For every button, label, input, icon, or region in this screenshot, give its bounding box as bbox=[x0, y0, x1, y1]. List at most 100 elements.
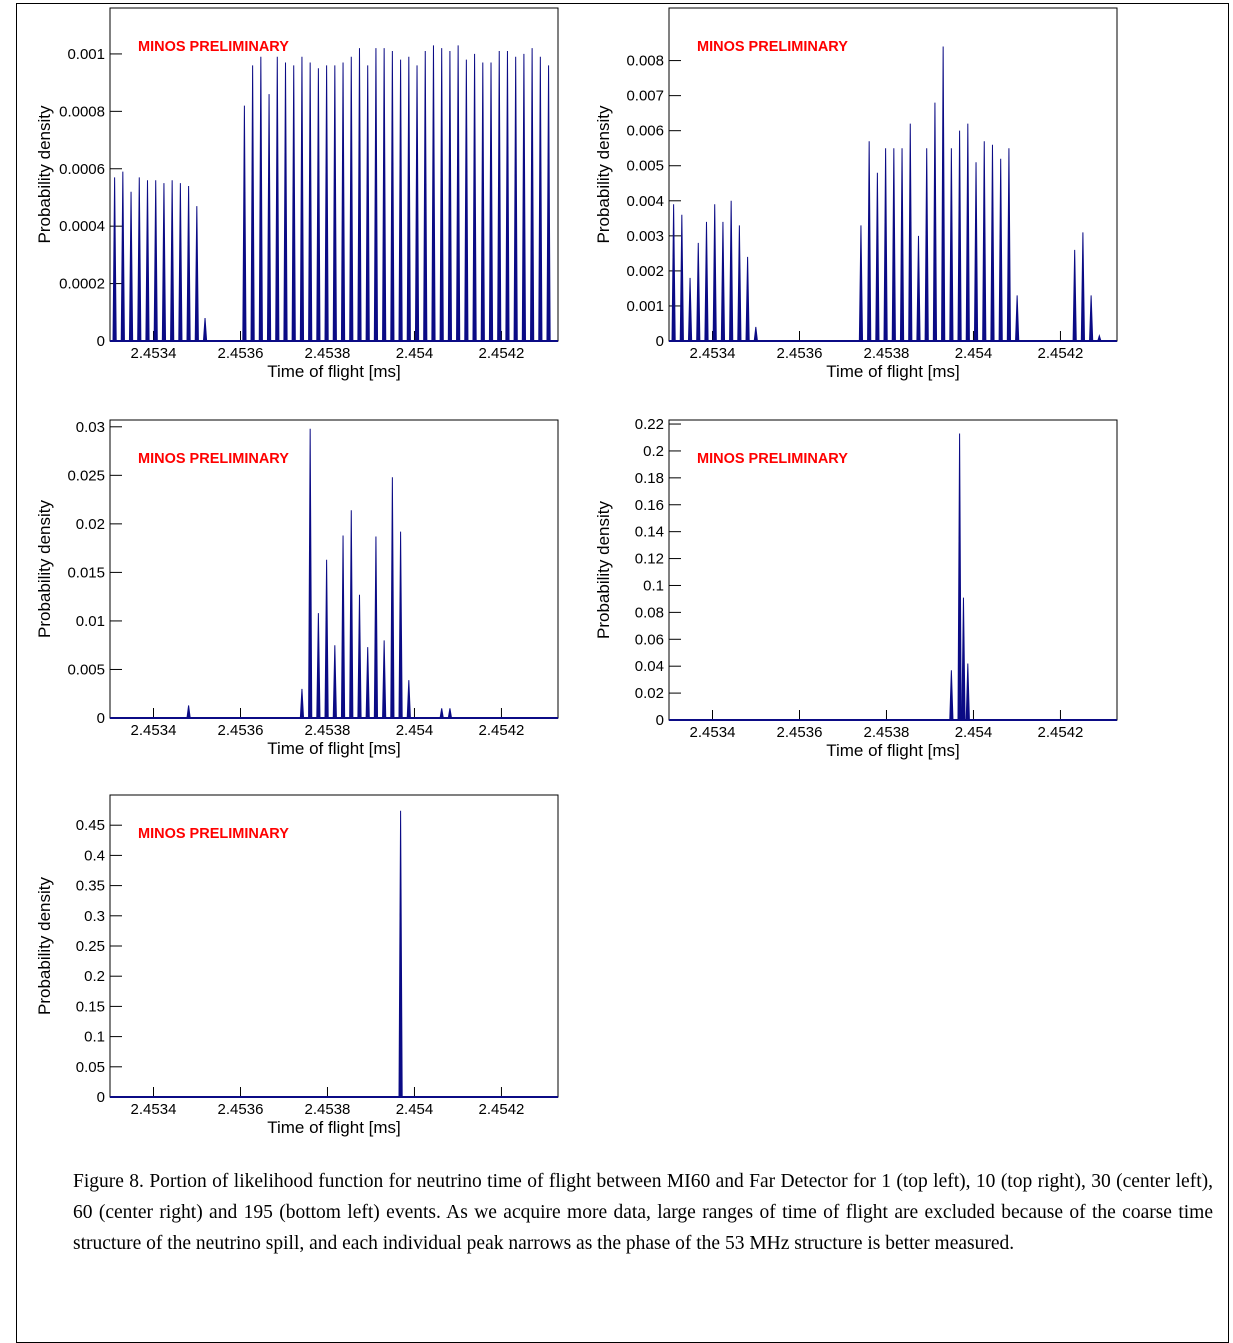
y-axis-title: Probability density bbox=[35, 105, 54, 243]
y-tick-label: 0.1 bbox=[643, 577, 664, 594]
peak bbox=[1072, 249, 1077, 342]
annotation: MINOS PRELIMINARY bbox=[138, 826, 289, 842]
y-tick-label: 0.02 bbox=[76, 516, 105, 533]
peak bbox=[365, 65, 370, 342]
y-axis-title: Probability density bbox=[594, 105, 613, 243]
peak bbox=[316, 68, 321, 342]
peak bbox=[357, 48, 362, 342]
peak bbox=[161, 183, 167, 342]
x-axis-title: Time of flight [ms] bbox=[826, 741, 960, 760]
peak bbox=[513, 56, 518, 342]
peak bbox=[316, 613, 321, 719]
peak bbox=[178, 183, 183, 342]
y-tick-label: 0.15 bbox=[76, 998, 105, 1015]
x-tick-label: 2.454 bbox=[396, 722, 434, 739]
y-tick-label: 0.3 bbox=[84, 908, 105, 925]
peak bbox=[916, 235, 921, 342]
peak bbox=[891, 148, 896, 342]
y-tick-label: 0.007 bbox=[626, 88, 664, 105]
peak bbox=[530, 48, 535, 342]
peak bbox=[170, 180, 175, 342]
peak bbox=[137, 177, 142, 342]
peak bbox=[406, 56, 411, 342]
peak bbox=[291, 65, 296, 342]
peak bbox=[406, 680, 411, 719]
y-tick-label: 0.02 bbox=[635, 685, 664, 702]
peak bbox=[704, 221, 709, 342]
y-tick-label: 0 bbox=[656, 333, 664, 350]
peak bbox=[1089, 295, 1094, 342]
x-tick-label: 2.4538 bbox=[305, 722, 351, 739]
x-axis-title: Time of flight [ms] bbox=[267, 739, 401, 758]
peak bbox=[961, 597, 966, 721]
y-tick-label: 0.08 bbox=[635, 604, 664, 621]
peak bbox=[941, 46, 946, 342]
x-tick-label: 2.4538 bbox=[864, 724, 910, 741]
peak bbox=[447, 51, 453, 342]
peak bbox=[998, 158, 1003, 342]
peak bbox=[908, 123, 913, 342]
peak bbox=[202, 317, 208, 342]
x-axis-title: Time of flight [ms] bbox=[267, 362, 401, 381]
peak bbox=[299, 56, 305, 342]
peak bbox=[696, 242, 701, 342]
y-tick-label: 0.0002 bbox=[59, 276, 105, 293]
peak bbox=[712, 204, 717, 342]
y-tick-label: 0.2 bbox=[84, 968, 105, 985]
peak bbox=[949, 148, 954, 342]
x-tick-label: 2.454 bbox=[955, 345, 993, 362]
figure: 0 0.0002 0.0004 0.0006 0.0008 0.001 2.4534 2.45… bbox=[35, 7, 1118, 1137]
peak bbox=[447, 708, 453, 719]
x-tick-label: 2.4536 bbox=[218, 722, 264, 739]
annotation: MINOS PRELIMINARY bbox=[138, 451, 289, 467]
peak bbox=[505, 51, 510, 342]
y-tick-label: 0.18 bbox=[635, 470, 664, 487]
peak bbox=[538, 56, 543, 342]
peak bbox=[390, 477, 395, 719]
y-tick-label: 0.025 bbox=[67, 467, 105, 484]
x-tick-label: 2.4536 bbox=[777, 724, 823, 741]
peak bbox=[275, 56, 280, 342]
y-tick-label: 0.002 bbox=[626, 263, 664, 280]
y-tick-label: 0 bbox=[97, 1089, 105, 1106]
x-tick-label: 2.4542 bbox=[479, 722, 525, 739]
peak bbox=[1006, 148, 1012, 342]
y-tick-label: 0.006 bbox=[626, 123, 664, 140]
y-tick-label: 0.45 bbox=[76, 817, 105, 834]
x-tick-label: 2.4542 bbox=[479, 345, 525, 362]
y-tick-label: 0.16 bbox=[635, 497, 664, 514]
peak bbox=[949, 670, 954, 721]
x-tick-label: 2.4534 bbox=[690, 724, 736, 741]
peak bbox=[1015, 295, 1020, 342]
peak bbox=[324, 559, 329, 719]
peak bbox=[128, 191, 134, 342]
peak bbox=[373, 48, 379, 342]
peak bbox=[729, 200, 734, 342]
peak bbox=[308, 62, 313, 342]
x-tick-label: 2.4536 bbox=[218, 345, 264, 362]
x-tick-label: 2.4534 bbox=[131, 345, 177, 362]
peak bbox=[340, 62, 346, 342]
peak bbox=[365, 647, 370, 719]
annotation: MINOS PRELIMINARY bbox=[697, 39, 848, 55]
x-tick-label: 2.454 bbox=[396, 1101, 434, 1118]
peak bbox=[965, 123, 970, 342]
peak bbox=[398, 531, 403, 719]
y-tick-label: 0.05 bbox=[76, 1059, 105, 1076]
peak bbox=[858, 225, 864, 342]
peak bbox=[957, 433, 962, 721]
peak bbox=[899, 148, 905, 342]
y-tick-label: 0.008 bbox=[626, 53, 664, 70]
x-tick-label: 2.4534 bbox=[131, 1101, 177, 1118]
peak bbox=[883, 148, 888, 342]
peak bbox=[194, 206, 199, 342]
peak bbox=[145, 180, 150, 342]
y-tick-label: 0.22 bbox=[635, 416, 664, 433]
peak bbox=[480, 62, 485, 342]
peak bbox=[332, 65, 337, 342]
y-tick-label: 0.06 bbox=[635, 631, 664, 648]
x-tick-label: 2.4538 bbox=[305, 345, 351, 362]
x-tick-label: 2.4538 bbox=[864, 345, 910, 362]
peak bbox=[340, 535, 346, 719]
